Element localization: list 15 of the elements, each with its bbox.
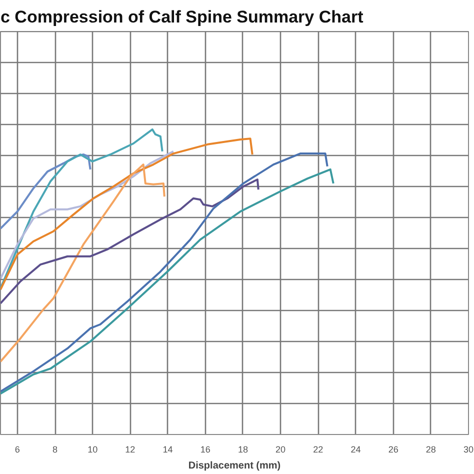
x-tick-label: 20 (276, 444, 286, 454)
x-tick-label: 18 (238, 444, 248, 454)
x-tick-label: 24 (350, 444, 361, 454)
x-tick-label: 30 (463, 444, 474, 454)
x-tick-label: 16 (200, 444, 210, 454)
chart-title: c Compression of Calf Spine Summary Chart (0, 8, 364, 26)
x-tick-label: 26 (388, 444, 398, 454)
x-tick-label: 22 (313, 444, 324, 454)
x-axis-title: Displacement (mm) (188, 460, 281, 472)
x-tick-label: 10 (88, 444, 98, 454)
x-tick-label: 6 (14, 444, 20, 454)
x-tick-label: 8 (52, 444, 58, 454)
x-tick-label: 12 (125, 444, 136, 454)
x-tick-label: 14 (162, 444, 173, 454)
x-tick-label: 28 (426, 444, 436, 454)
